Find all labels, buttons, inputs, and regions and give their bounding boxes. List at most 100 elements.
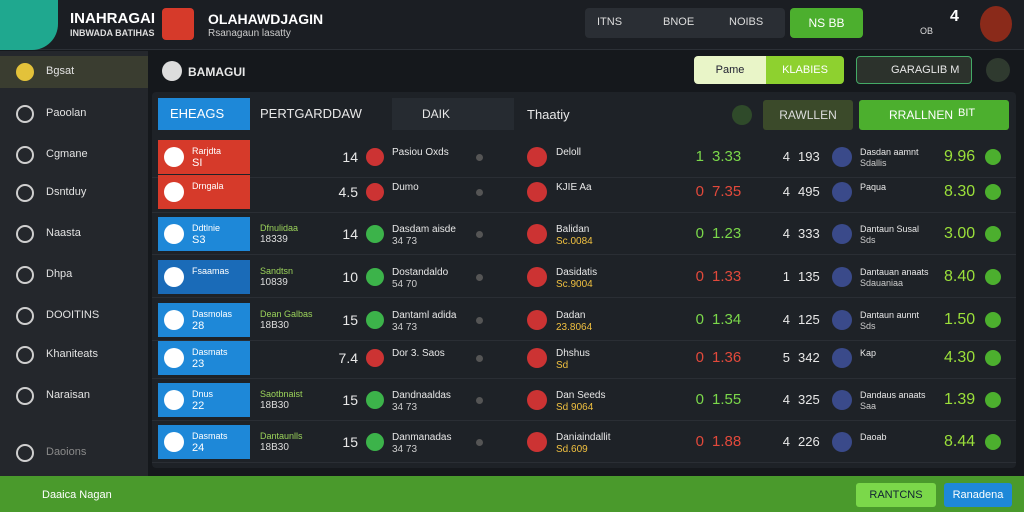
event-icon bbox=[366, 225, 384, 243]
search-icon bbox=[732, 105, 752, 125]
team-name: Drngala bbox=[192, 181, 224, 191]
odds-check[interactable] bbox=[985, 312, 1001, 328]
odds[interactable]: 4.30 bbox=[944, 349, 976, 366]
odds[interactable]: 8.44 bbox=[944, 433, 976, 450]
score: 14 bbox=[342, 149, 358, 165]
team-name: Rarjdta bbox=[192, 146, 222, 156]
header-button[interactable]: BNOE bbox=[663, 16, 695, 28]
logo-subtitle: INBWADA BATIHAS bbox=[70, 28, 155, 38]
tab-active[interactable]: EHEAGS bbox=[158, 98, 250, 130]
sidebar-item[interactable]: Naraisan bbox=[46, 389, 91, 401]
row-divider bbox=[152, 254, 1016, 255]
odds[interactable]: 1.39 bbox=[944, 391, 976, 408]
home-team: Dhshus bbox=[556, 348, 590, 359]
bottom-left-button[interactable]: RANTCNS bbox=[856, 483, 936, 507]
odds-check[interactable] bbox=[985, 226, 1001, 242]
away-value: 333 bbox=[798, 226, 820, 241]
away-number: 4 bbox=[782, 434, 790, 449]
away-number: 5 bbox=[782, 350, 790, 365]
event-sub: 54 70 bbox=[392, 279, 418, 290]
sidebar-item[interactable]: Cgmane bbox=[46, 148, 88, 160]
sidebar-icon bbox=[16, 184, 34, 202]
toolbar-icon bbox=[162, 61, 182, 81]
home-value: 3.33 bbox=[712, 148, 742, 165]
sidebar-item[interactable]: DOOITINS bbox=[46, 309, 100, 321]
away-team: Dandaus anaats bbox=[860, 390, 926, 400]
home-team: KJIE Aa bbox=[556, 182, 592, 193]
odds-check[interactable] bbox=[985, 434, 1001, 450]
team-icon bbox=[164, 390, 184, 410]
event-icon bbox=[366, 311, 384, 329]
sidebar-item[interactable]: Bgsat bbox=[46, 65, 75, 77]
row-divider bbox=[152, 340, 1016, 341]
sidebar-item[interactable]: Naasta bbox=[46, 227, 81, 239]
action-button[interactable]: RRALLNEN bbox=[859, 100, 1009, 130]
header-button[interactable]: ITNS bbox=[597, 16, 623, 28]
pill-left[interactable]: Pame bbox=[694, 56, 766, 84]
odds[interactable]: 8.30 bbox=[944, 183, 976, 200]
team-icon bbox=[164, 147, 184, 167]
away-team: Dantaun aunnt bbox=[860, 310, 920, 320]
sidebar-footer[interactable]: Daaica Nagan bbox=[42, 489, 112, 501]
home-team: Deloll bbox=[556, 147, 582, 158]
row-dot bbox=[476, 274, 483, 281]
home-sub: Sd.609 bbox=[556, 444, 588, 455]
league: Saotbnaist bbox=[260, 389, 303, 399]
filter-button[interactable]: RAWLLEN bbox=[763, 100, 853, 130]
event: Dostandaldo bbox=[392, 267, 449, 278]
score: 14 bbox=[342, 226, 358, 242]
odds[interactable]: 1.50 bbox=[944, 311, 976, 328]
home-team: Dadan bbox=[556, 310, 586, 321]
tab[interactable]: PERTGARDDAW bbox=[260, 106, 362, 121]
away-value: 193 bbox=[798, 149, 820, 164]
odds-check[interactable] bbox=[985, 392, 1001, 408]
sidebar-item[interactable]: Dsntduy bbox=[46, 186, 87, 198]
odds-check[interactable] bbox=[985, 149, 1001, 165]
home-icon bbox=[527, 432, 547, 452]
profile[interactable]: GARAGLIB M bbox=[856, 56, 972, 84]
odds-check[interactable] bbox=[985, 269, 1001, 285]
odds[interactable]: 3.00 bbox=[944, 225, 976, 242]
team-name: Dasmats bbox=[192, 347, 228, 357]
league-code: 10839 bbox=[260, 277, 288, 288]
header-buttons: ITNS BNOE NOIBS bbox=[585, 8, 785, 38]
sidebar-item[interactable]: Khaniteats bbox=[46, 348, 98, 360]
pill-right[interactable]: KLABIES bbox=[766, 56, 844, 84]
profile-button bbox=[986, 58, 1010, 82]
search[interactable]: DAIK bbox=[392, 98, 514, 130]
score: 15 bbox=[342, 392, 358, 408]
odds-check[interactable] bbox=[985, 184, 1001, 200]
score: 4.5 bbox=[338, 184, 358, 200]
score: 7.4 bbox=[338, 350, 358, 366]
sidebar-item[interactable]: Paoolan bbox=[46, 107, 87, 119]
toolbar-title: BAMAGUI bbox=[188, 65, 246, 79]
header-button[interactable]: NOIBS bbox=[729, 16, 764, 28]
odds-check[interactable] bbox=[985, 350, 1001, 366]
sidebar-icon bbox=[16, 387, 34, 405]
sidebar-item[interactable]: Dhpa bbox=[46, 268, 73, 280]
odds[interactable]: 8.40 bbox=[944, 268, 976, 285]
sidebar-item[interactable]: Daoions bbox=[46, 446, 87, 458]
home-sub: Sd 9064 bbox=[556, 402, 594, 413]
away-value: 342 bbox=[798, 350, 820, 365]
league: Dfnulidaa bbox=[260, 223, 299, 233]
league-code: 18339 bbox=[260, 234, 288, 245]
away-icon bbox=[832, 147, 852, 167]
bottom-bar bbox=[0, 476, 1024, 512]
event-sub: 34 73 bbox=[392, 444, 418, 455]
event: Danmanadas bbox=[392, 432, 452, 443]
away-icon bbox=[832, 310, 852, 330]
odds[interactable]: 9.96 bbox=[944, 148, 976, 165]
event: Pasiou Oxds bbox=[392, 147, 449, 158]
header-cta[interactable]: NS BB bbox=[790, 8, 863, 38]
row-dot bbox=[476, 317, 483, 324]
home-value: 1.23 bbox=[712, 225, 742, 242]
team-icon bbox=[164, 267, 184, 287]
header-counter-sub: OB bbox=[920, 26, 934, 36]
away-team: Dantauan anaats bbox=[860, 267, 929, 277]
team-code: 28 bbox=[192, 320, 205, 332]
home-icon bbox=[527, 182, 547, 202]
bottom-right-button[interactable]: Ranadena bbox=[944, 483, 1012, 507]
sidebar-icon bbox=[16, 346, 34, 364]
